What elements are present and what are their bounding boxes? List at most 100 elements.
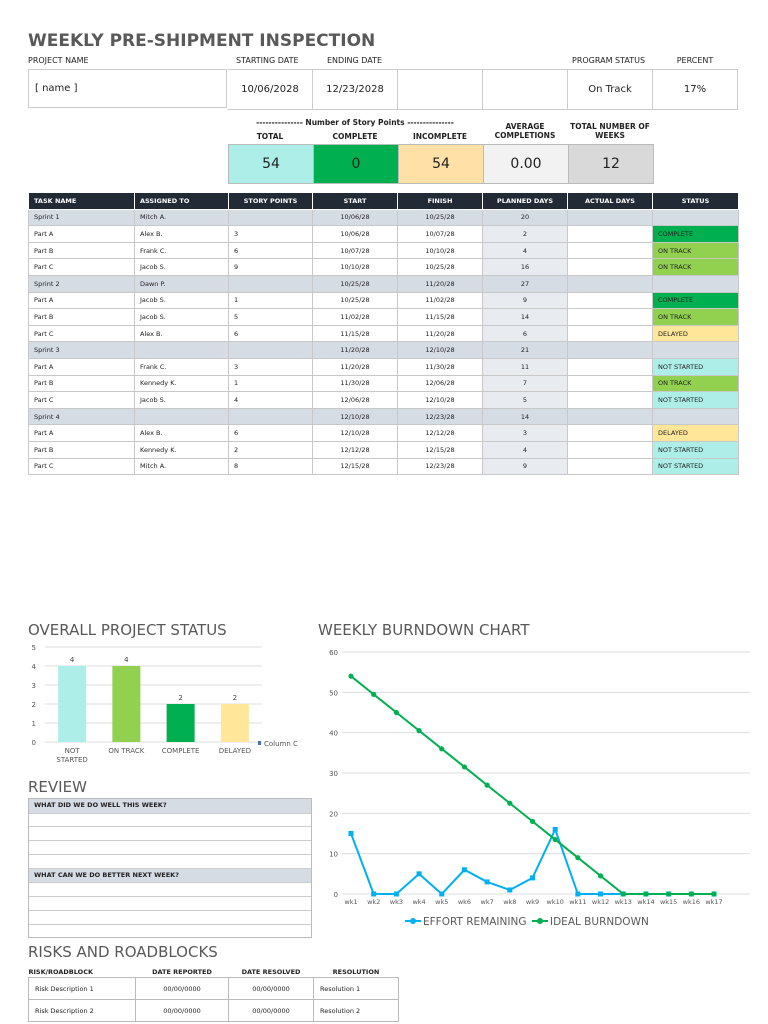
actual-days[interactable] xyxy=(567,374,653,393)
planned-days[interactable]: 4 xyxy=(482,241,568,260)
planned-days[interactable]: 2 xyxy=(482,225,568,243)
actual-days[interactable] xyxy=(567,258,653,276)
planned-days[interactable]: 5 xyxy=(482,391,568,409)
blank-field[interactable] xyxy=(483,69,568,110)
status-badge[interactable] xyxy=(652,341,739,359)
actual-days[interactable] xyxy=(567,407,653,426)
end-date-field[interactable]: 12/23/2028 xyxy=(313,69,398,110)
task-name[interactable]: Part B xyxy=(28,440,135,459)
planned-days[interactable]: 16 xyxy=(482,258,568,276)
status-badge[interactable]: NOT STARTED xyxy=(652,391,739,409)
status-badge[interactable]: DELAYED xyxy=(652,424,739,442)
actual-days[interactable] xyxy=(567,225,653,243)
start-date[interactable]: 10/25/28 xyxy=(312,274,398,293)
task-name[interactable]: Part A xyxy=(28,357,135,376)
risk-description[interactable]: Risk Description 1 xyxy=(28,977,136,1000)
actual-days[interactable] xyxy=(567,424,653,442)
date-reported[interactable]: 00/00/0000 xyxy=(135,999,229,1022)
start-date[interactable]: 11/30/28 xyxy=(312,374,398,393)
task-name[interactable]: Part A xyxy=(28,225,135,243)
task-name[interactable]: Part C xyxy=(28,324,135,343)
start-date[interactable]: 10/06/28 xyxy=(312,225,398,243)
actual-days[interactable] xyxy=(567,291,653,310)
assigned-to[interactable]: Jacob S. xyxy=(134,291,229,310)
assigned-to[interactable]: Mitch A. xyxy=(134,457,229,476)
start-date[interactable]: 11/02/28 xyxy=(312,308,398,326)
planned-days[interactable]: 9 xyxy=(482,291,568,310)
start-date[interactable]: 12/12/28 xyxy=(312,440,398,459)
assigned-to[interactable]: Alex B. xyxy=(134,324,229,343)
date-resolved[interactable]: 00/00/0000 xyxy=(228,999,314,1022)
status-badge[interactable] xyxy=(652,407,739,426)
task-name[interactable]: Sprint 4 xyxy=(28,407,135,426)
story-points[interactable] xyxy=(228,407,313,426)
finish-date[interactable]: 12/06/28 xyxy=(397,374,483,393)
start-date[interactable]: 12/10/28 xyxy=(312,407,398,426)
start-date[interactable]: 12/10/28 xyxy=(312,424,398,442)
program-status-field[interactable]: On Track xyxy=(568,69,653,110)
finish-date[interactable]: 12/12/28 xyxy=(397,424,483,442)
story-points[interactable] xyxy=(228,341,313,359)
review-line[interactable] xyxy=(29,827,311,842)
blank-field[interactable] xyxy=(398,69,483,110)
actual-days[interactable] xyxy=(567,440,653,459)
finish-date[interactable]: 12/15/28 xyxy=(397,440,483,459)
assigned-to[interactable]: Mitch A. xyxy=(134,208,229,227)
date-reported[interactable]: 00/00/0000 xyxy=(135,977,229,1000)
actual-days[interactable] xyxy=(567,357,653,376)
story-points[interactable]: 6 xyxy=(228,424,313,442)
assigned-to[interactable]: Kennedy K. xyxy=(134,374,229,393)
resolution[interactable]: Resolution 2 xyxy=(313,999,399,1022)
status-badge[interactable]: ON TRACK xyxy=(652,241,739,260)
story-points[interactable]: 1 xyxy=(228,374,313,393)
finish-date[interactable]: 10/25/28 xyxy=(397,208,483,227)
actual-days[interactable] xyxy=(567,274,653,293)
finish-date[interactable]: 10/10/28 xyxy=(397,241,483,260)
story-points[interactable]: 9 xyxy=(228,258,313,276)
assigned-to[interactable]: Jacob S. xyxy=(134,391,229,409)
story-points[interactable]: 6 xyxy=(228,241,313,260)
finish-date[interactable]: 11/02/28 xyxy=(397,291,483,310)
assigned-to[interactable]: Frank C. xyxy=(134,357,229,376)
task-name[interactable]: Sprint 2 xyxy=(28,274,135,293)
start-date-field[interactable]: 10/06/2028 xyxy=(228,69,313,110)
actual-days[interactable] xyxy=(567,457,653,476)
story-points[interactable]: 4 xyxy=(228,391,313,409)
status-badge[interactable]: COMPLETE xyxy=(652,225,739,243)
date-resolved[interactable]: 00/00/0000 xyxy=(228,977,314,1000)
review-line[interactable] xyxy=(29,841,311,855)
planned-days[interactable]: 4 xyxy=(482,440,568,459)
actual-days[interactable] xyxy=(567,391,653,409)
assigned-to[interactable]: Jacob S. xyxy=(134,258,229,276)
status-badge[interactable] xyxy=(652,208,739,227)
finish-date[interactable]: 12/10/28 xyxy=(397,391,483,409)
status-badge[interactable]: ON TRACK xyxy=(652,308,739,326)
planned-days[interactable]: 14 xyxy=(482,308,568,326)
project-name-field[interactable]: [ name ] xyxy=(28,69,227,108)
task-name[interactable]: Sprint 3 xyxy=(28,341,135,359)
task-name[interactable]: Part B xyxy=(28,308,135,326)
start-date[interactable]: 10/25/28 xyxy=(312,291,398,310)
assigned-to[interactable]: Frank C. xyxy=(134,241,229,260)
actual-days[interactable] xyxy=(567,208,653,227)
status-badge[interactable]: NOT STARTED xyxy=(652,457,739,476)
assigned-to[interactable]: Kennedy K. xyxy=(134,440,229,459)
planned-days[interactable]: 11 xyxy=(482,357,568,376)
percent-completed-field[interactable]: 17% xyxy=(653,69,738,110)
review-line[interactable] xyxy=(29,814,311,828)
actual-days[interactable] xyxy=(567,308,653,326)
status-badge[interactable]: ON TRACK xyxy=(652,258,739,276)
assigned-to[interactable]: Alex B. xyxy=(134,424,229,442)
risk-description[interactable]: Risk Description 2 xyxy=(28,999,136,1022)
task-name[interactable]: Part A xyxy=(28,291,135,310)
planned-days[interactable]: 27 xyxy=(482,274,568,293)
story-points[interactable]: 3 xyxy=(228,357,313,376)
finish-date[interactable]: 11/20/28 xyxy=(397,324,483,343)
finish-date[interactable]: 11/30/28 xyxy=(397,357,483,376)
review-line[interactable] xyxy=(29,911,311,925)
finish-date[interactable]: 12/10/28 xyxy=(397,341,483,359)
task-name[interactable]: Part B xyxy=(28,241,135,260)
planned-days[interactable]: 20 xyxy=(482,208,568,227)
story-points[interactable]: 3 xyxy=(228,225,313,243)
start-date[interactable]: 11/15/28 xyxy=(312,324,398,343)
